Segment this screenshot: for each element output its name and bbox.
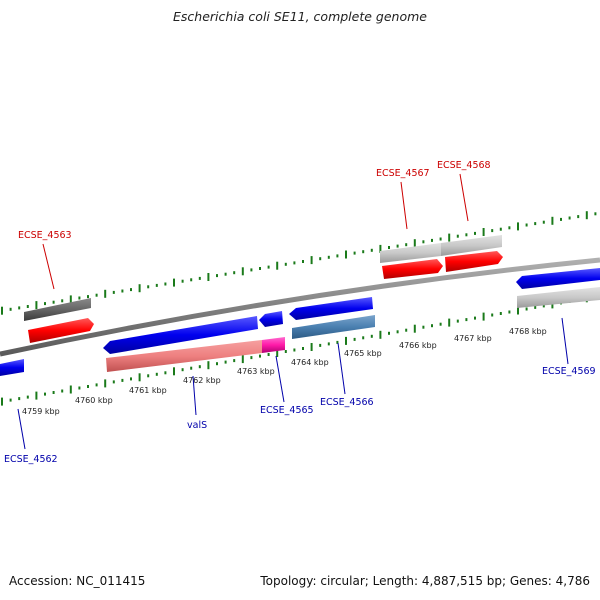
kbp-label-4760: 4760 kbp (75, 396, 113, 405)
outer-gc-track (1, 211, 597, 315)
gene-label-ecse-4569[interactable]: ECSE_4569 (542, 366, 596, 377)
leader-vals (192, 375, 197, 416)
feature-bar-ecse-4563 (24, 298, 91, 321)
gene-arrow-ecse-4566[interactable] (289, 297, 373, 320)
kbp-label-4768: 4768 kbp (509, 327, 547, 336)
kbp-label-4761: 4761 kbp (129, 386, 167, 395)
kbp-label-4762: 4762 kbp (183, 376, 221, 385)
gene-arrow-vals[interactable] (103, 316, 258, 354)
leader-ecse-4565 (275, 355, 285, 403)
feature-bar-ecse-4569 (517, 287, 600, 308)
feature-bar-ecse-4568 (441, 235, 502, 256)
gene-label-ecse-4565[interactable]: ECSE_4565 (260, 405, 314, 416)
gene-label-ecse-4566[interactable]: ECSE_4566 (320, 397, 374, 408)
feature-bar-vals (106, 340, 262, 372)
gene-arrow-ecse-4565[interactable] (259, 311, 283, 327)
gene-label-ecse-4567[interactable]: ECSE_4567 (376, 168, 430, 179)
map-title: Escherichia coli SE11, complete genome (173, 9, 427, 24)
gene-arrow-ecse-4569[interactable] (516, 268, 600, 289)
leader-ecse-4569 (561, 317, 569, 365)
leader-ecse-4562 (17, 408, 26, 450)
gene-arrow-ecse-4563[interactable] (28, 318, 94, 343)
gene-arrow-ecse-4567[interactable] (382, 259, 443, 279)
leader-ecse-4563 (42, 243, 55, 290)
kbp-label-4767: 4767 kbp (454, 334, 492, 343)
gene-label-ecse-4568[interactable]: ECSE_4568 (437, 160, 491, 171)
kbp-label-4766: 4766 kbp (399, 341, 437, 350)
gene-label-ecse-4563[interactable]: ECSE_4563 (18, 230, 72, 241)
gene-arrow-ecse-4568[interactable] (445, 251, 503, 272)
genome-backbone (0, 257, 600, 357)
accession-text: Accession: NC_011415 (9, 574, 146, 588)
kbp-label-4759: 4759 kbp (22, 407, 60, 416)
topology-text: Topology: circular; Length: 4,887,515 bp… (260, 574, 590, 588)
gene-arrow-ecse-4562[interactable] (0, 359, 24, 376)
feature-bar-ecse-4565 (262, 337, 285, 353)
feature-bar-ecse-4567 (380, 243, 441, 263)
leader-ecse-4568 (459, 173, 469, 222)
feature-bar-ecse-4566 (292, 315, 375, 339)
kbp-label-4763: 4763 kbp (237, 367, 275, 376)
kbp-label-4764: 4764 kbp (291, 358, 329, 367)
leader-ecse-4566 (337, 342, 346, 395)
gene-label-ecse-4562[interactable]: ECSE_4562 (4, 454, 58, 465)
kbp-label-4765: 4765 kbp (344, 349, 382, 358)
leader-ecse-4567 (400, 181, 408, 230)
gene-label-vals[interactable]: valS (187, 420, 207, 431)
